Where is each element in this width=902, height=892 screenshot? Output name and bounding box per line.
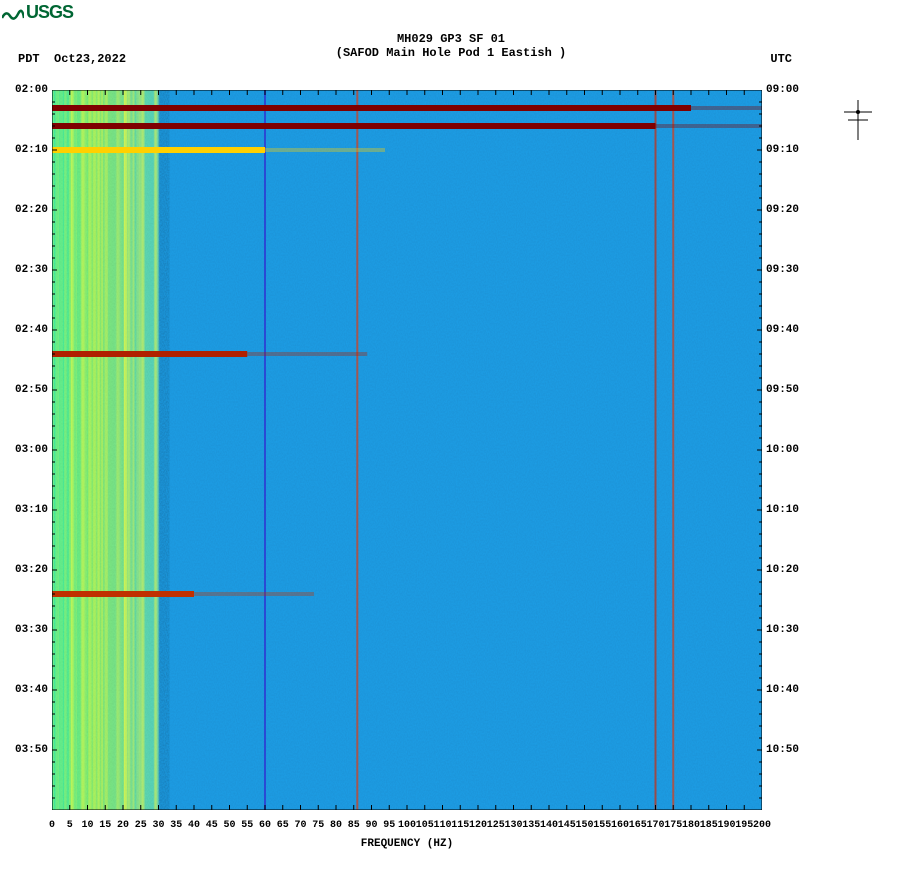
x-tick: 175	[664, 820, 682, 831]
logo-text: USGS	[26, 2, 73, 22]
x-tick: 195	[735, 820, 753, 831]
y-tick-right: 09:50	[766, 384, 799, 396]
x-tick: 135	[522, 820, 540, 831]
x-tick: 5	[67, 820, 73, 831]
x-tick: 130	[504, 820, 522, 831]
y-tick-left: 03:40	[15, 684, 48, 696]
x-tick: 120	[469, 820, 487, 831]
y-tick-right: 10:30	[766, 624, 799, 636]
x-axis-label: FREQUENCY (HZ)	[52, 838, 762, 850]
y-tick-right: 10:40	[766, 684, 799, 696]
x-tick: 40	[188, 820, 200, 831]
usgs-logo: USGS	[2, 2, 73, 23]
x-tick: 15	[99, 820, 111, 831]
y-tick-left: 02:50	[15, 384, 48, 396]
y-tick-right: 09:40	[766, 324, 799, 336]
x-tick: 125	[487, 820, 505, 831]
x-tick: 110	[433, 820, 451, 831]
x-tick: 30	[152, 820, 164, 831]
x-tick: 25	[135, 820, 147, 831]
x-tick: 20	[117, 820, 129, 831]
y-tick-left: 03:30	[15, 624, 48, 636]
x-tick: 35	[170, 820, 182, 831]
y-tick-right: 10:20	[766, 564, 799, 576]
y-tick-right: 09:30	[766, 264, 799, 276]
x-tick: 45	[206, 820, 218, 831]
y-tick-left: 03:00	[15, 444, 48, 456]
x-axis-ticks: 0510152025303540455055606570758085909510…	[52, 820, 762, 834]
x-tick: 200	[753, 820, 771, 831]
y-tick-right: 10:10	[766, 504, 799, 516]
x-tick: 80	[330, 820, 342, 831]
y-tick-left: 03:10	[15, 504, 48, 516]
x-tick: 55	[241, 820, 253, 831]
y-tick-left: 02:40	[15, 324, 48, 336]
x-tick: 95	[383, 820, 395, 831]
y-tick-left: 02:10	[15, 144, 48, 156]
spectrogram-svg	[52, 90, 762, 810]
x-tick: 70	[294, 820, 306, 831]
y-tick-left: 02:30	[15, 264, 48, 276]
y-tick-left: 03:20	[15, 564, 48, 576]
y-tick-left: 02:20	[15, 204, 48, 216]
plot-subtitle: (SAFOD Main Hole Pod 1 Eastish )	[0, 46, 902, 60]
y-tick-right: 09:20	[766, 204, 799, 216]
x-tick: 145	[558, 820, 576, 831]
x-tick: 105	[416, 820, 434, 831]
x-tick: 160	[611, 820, 629, 831]
x-tick: 150	[575, 820, 593, 831]
y-tick-right: 09:00	[766, 84, 799, 96]
left-timezone-label: PDT Oct23,2022	[18, 52, 126, 66]
y-tick-right: 10:50	[766, 744, 799, 756]
plot-header: MH029 GP3 SF 01 (SAFOD Main Hole Pod 1 E…	[0, 32, 902, 60]
x-tick: 0	[49, 820, 55, 831]
x-tick: 100	[398, 820, 416, 831]
x-tick: 190	[717, 820, 735, 831]
x-tick: 165	[629, 820, 647, 831]
x-tick: 75	[312, 820, 324, 831]
x-tick: 185	[700, 820, 718, 831]
y-tick-left: 02:00	[15, 84, 48, 96]
x-tick: 60	[259, 820, 271, 831]
y-tick-right: 10:00	[766, 444, 799, 456]
right-timezone-label: UTC	[770, 52, 792, 66]
x-tick: 10	[81, 820, 93, 831]
y-tick-right: 09:10	[766, 144, 799, 156]
x-tick: 155	[593, 820, 611, 831]
x-tick: 170	[646, 820, 664, 831]
plot-title: MH029 GP3 SF 01	[397, 32, 505, 46]
spectrogram-plot: 02:0002:1002:2002:3002:4002:5003:0003:10…	[52, 90, 762, 810]
time-marker-icon	[838, 100, 878, 140]
y-tick-left: 03:50	[15, 744, 48, 756]
x-tick: 65	[277, 820, 289, 831]
x-tick: 115	[451, 820, 469, 831]
x-tick: 140	[540, 820, 558, 831]
x-tick: 50	[223, 820, 235, 831]
x-tick: 90	[365, 820, 377, 831]
x-tick: 180	[682, 820, 700, 831]
x-tick: 85	[348, 820, 360, 831]
